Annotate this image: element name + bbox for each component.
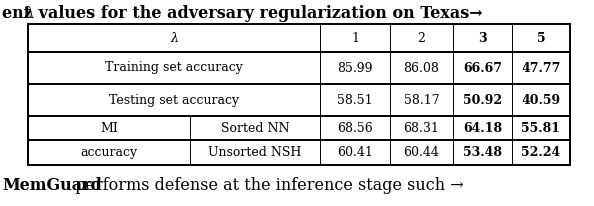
Text: Sorted NN: Sorted NN: [221, 122, 289, 135]
Text: 3: 3: [478, 32, 487, 44]
Text: 86.08: 86.08: [403, 62, 440, 75]
Text: λ: λ: [24, 5, 35, 21]
Text: MemGuard: MemGuard: [2, 177, 102, 193]
Text: 68.31: 68.31: [403, 122, 440, 135]
Text: ent: ent: [2, 5, 37, 21]
Text: values for the adversary regularization on Texas→: values for the adversary regularization …: [33, 5, 482, 21]
Text: accuracy: accuracy: [80, 146, 138, 159]
Bar: [28, 52, 570, 165]
Text: 64.18: 64.18: [463, 122, 502, 135]
Text: Unsorted NSH: Unsorted NSH: [208, 146, 302, 159]
Text: λ: λ: [170, 32, 178, 44]
Bar: [28, 24, 570, 165]
Text: 58.17: 58.17: [404, 94, 440, 107]
Text: Training set accuracy: Training set accuracy: [105, 62, 243, 75]
Text: 58.51: 58.51: [337, 94, 373, 107]
Text: 66.67: 66.67: [463, 62, 502, 75]
Bar: [28, 116, 570, 140]
Text: Testing set accuracy: Testing set accuracy: [109, 94, 239, 107]
Text: 60.41: 60.41: [337, 146, 373, 159]
Text: 50.92: 50.92: [463, 94, 502, 107]
Text: 2: 2: [418, 32, 425, 44]
Text: MI: MI: [100, 122, 118, 135]
Bar: [28, 24, 570, 52]
Bar: [28, 84, 570, 116]
Text: 1: 1: [351, 32, 359, 44]
Text: 5: 5: [537, 32, 545, 44]
Text: 60.44: 60.44: [403, 146, 440, 159]
Bar: [28, 52, 570, 84]
Text: 55.81: 55.81: [522, 122, 561, 135]
Text: 85.99: 85.99: [337, 62, 373, 75]
Text: 52.24: 52.24: [522, 146, 561, 159]
Text: 47.77: 47.77: [522, 62, 561, 75]
Text: 68.56: 68.56: [337, 122, 373, 135]
Text: performs defense at the inference stage such →: performs defense at the inference stage …: [70, 177, 464, 193]
Text: 53.48: 53.48: [463, 146, 502, 159]
Text: 40.59: 40.59: [522, 94, 561, 107]
Bar: [28, 140, 570, 165]
